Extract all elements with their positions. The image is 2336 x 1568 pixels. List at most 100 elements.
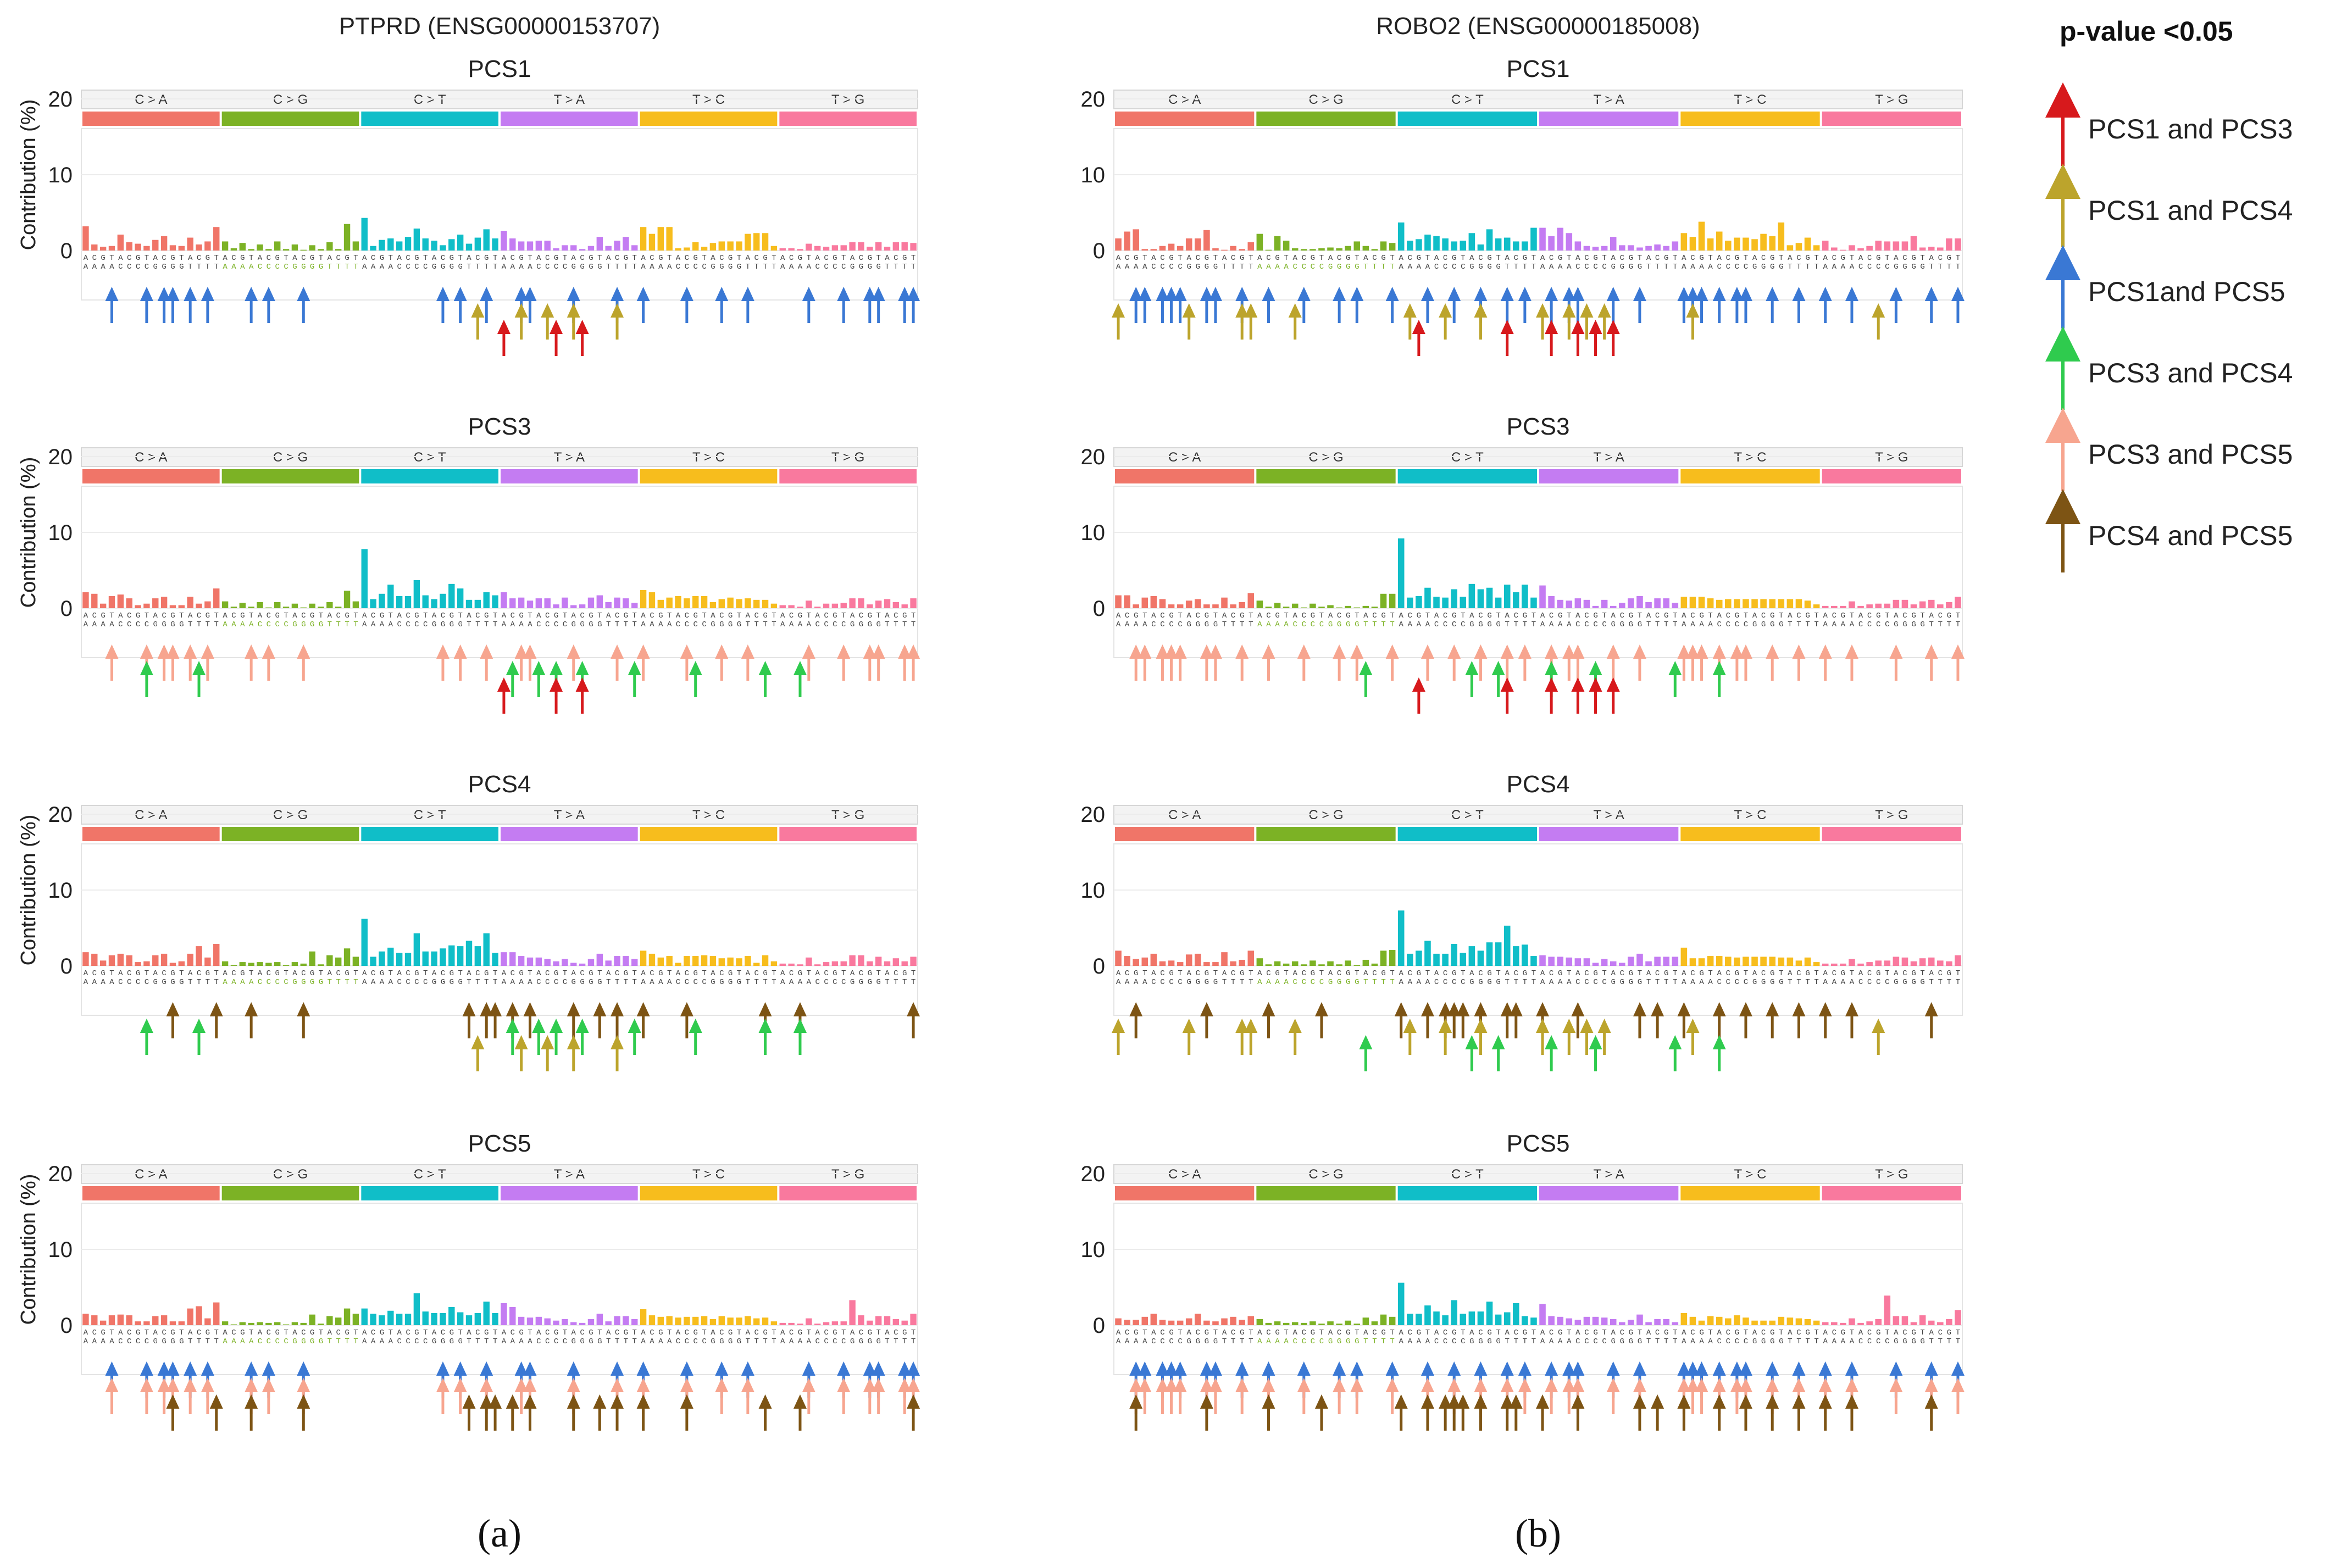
signature-bar <box>1185 600 1192 608</box>
context-letter: G <box>571 978 576 987</box>
signature-bar <box>361 218 368 251</box>
context-letter: G <box>240 254 245 263</box>
context-letter: C <box>1832 254 1836 263</box>
signature-bar <box>709 243 717 251</box>
significance-arrow <box>1951 287 1965 323</box>
signature-bar <box>718 958 725 966</box>
signature-bar <box>1468 946 1475 966</box>
context-letter: A <box>1929 969 1934 978</box>
context-letter: A <box>798 1337 803 1346</box>
context-letter: T <box>763 978 767 987</box>
significance-arrow <box>1403 1019 1417 1055</box>
signature-bar <box>1513 1303 1519 1325</box>
context-letter: C <box>1266 254 1270 263</box>
context-letter: A <box>1116 1328 1121 1337</box>
context-letter: G <box>1876 1328 1880 1337</box>
signature-bar <box>239 1322 246 1325</box>
context-letter: G <box>1523 969 1527 978</box>
context-letter: C <box>371 611 375 620</box>
context-letter: C <box>1602 263 1606 271</box>
context-letter: A <box>650 263 654 271</box>
signature-bar <box>831 961 839 966</box>
context-letter: T <box>1523 1337 1527 1346</box>
context-letter: T <box>1796 263 1801 271</box>
signature-bar <box>1910 961 1917 966</box>
context-letter: G <box>833 1328 837 1337</box>
signature-bar <box>1901 241 1908 251</box>
context-letter: T <box>336 1337 340 1346</box>
signature-bar <box>465 599 473 608</box>
significance-arrow <box>1244 1019 1258 1055</box>
significance-arrow <box>201 287 214 323</box>
significance-arrow <box>166 287 180 323</box>
context-letter: T <box>772 620 776 629</box>
context-letter: A <box>101 620 106 629</box>
signature-bar <box>221 961 229 966</box>
context-letter: C <box>1311 263 1315 271</box>
legend-arrow-head <box>2045 164 2080 199</box>
context-letter: C <box>162 1328 166 1337</box>
significance-arrow <box>689 1019 702 1055</box>
significance-arrow <box>1333 644 1346 681</box>
significance-arrow <box>715 644 729 681</box>
significance-arrow <box>436 644 450 681</box>
context-letter: C <box>127 978 131 987</box>
signature-bar <box>213 227 220 251</box>
context-letter: G <box>1593 1328 1597 1337</box>
context-letter: A <box>1540 1328 1545 1337</box>
context-letter: T <box>214 969 219 978</box>
signature-bar <box>1353 1324 1361 1325</box>
context-letter: G <box>763 611 767 620</box>
context-letter: A <box>1708 263 1713 271</box>
signature-bar <box>623 237 629 251</box>
context-letter: G <box>1629 254 1633 263</box>
signature-bar <box>178 1321 185 1325</box>
context-letter: G <box>1355 263 1359 271</box>
signature-bar <box>126 955 132 966</box>
context-letter: A <box>432 611 437 620</box>
context-letter: A <box>1646 254 1651 263</box>
context-letter: C <box>1372 254 1377 263</box>
significance-arrow <box>1695 1378 1708 1414</box>
context-letter: A <box>1125 1337 1130 1346</box>
signature-bar <box>1566 957 1573 966</box>
context-letter: G <box>1920 978 1924 987</box>
context-letter: T <box>876 254 880 263</box>
signature-bar <box>1663 957 1669 966</box>
signature-bar <box>1389 593 1396 608</box>
context-letter: C <box>118 263 123 271</box>
context-letter: G <box>1638 1337 1642 1346</box>
signature-bar <box>213 1302 220 1325</box>
signature-bar <box>1928 1320 1935 1325</box>
context-letter: T <box>389 1328 393 1337</box>
context-letter: C <box>1514 969 1518 978</box>
signature-bar <box>1849 1318 1855 1325</box>
context-letter: A <box>1699 1337 1704 1346</box>
category-bar <box>1680 469 1820 483</box>
signature-bar <box>1778 222 1785 251</box>
significance-arrow <box>1474 1019 1488 1055</box>
context-letter: A <box>1549 263 1554 271</box>
context-letter: G <box>1240 969 1244 978</box>
signature-bar <box>788 248 795 251</box>
context-letter: A <box>1134 1337 1139 1346</box>
context-letter: G <box>1346 263 1350 271</box>
context-letter: A <box>1328 254 1333 263</box>
context-letter: A <box>1540 611 1545 620</box>
signature-bar <box>396 953 403 966</box>
context-letter: G <box>1328 263 1333 271</box>
context-letter: A <box>1575 969 1580 978</box>
signature-bar <box>1150 1314 1157 1325</box>
context-letter: C <box>1443 611 1447 620</box>
context-letter: A <box>1682 620 1686 629</box>
category-bar <box>1680 827 1820 841</box>
signature-bar <box>318 964 324 966</box>
context-letter: T <box>1929 620 1934 629</box>
context-letter: G <box>798 1328 802 1337</box>
context-letter: T <box>772 969 776 978</box>
context-letter: A <box>658 1337 663 1346</box>
context-letter: T <box>1929 978 1934 987</box>
context-letter: A <box>1116 969 1121 978</box>
signature-bar <box>483 933 490 966</box>
